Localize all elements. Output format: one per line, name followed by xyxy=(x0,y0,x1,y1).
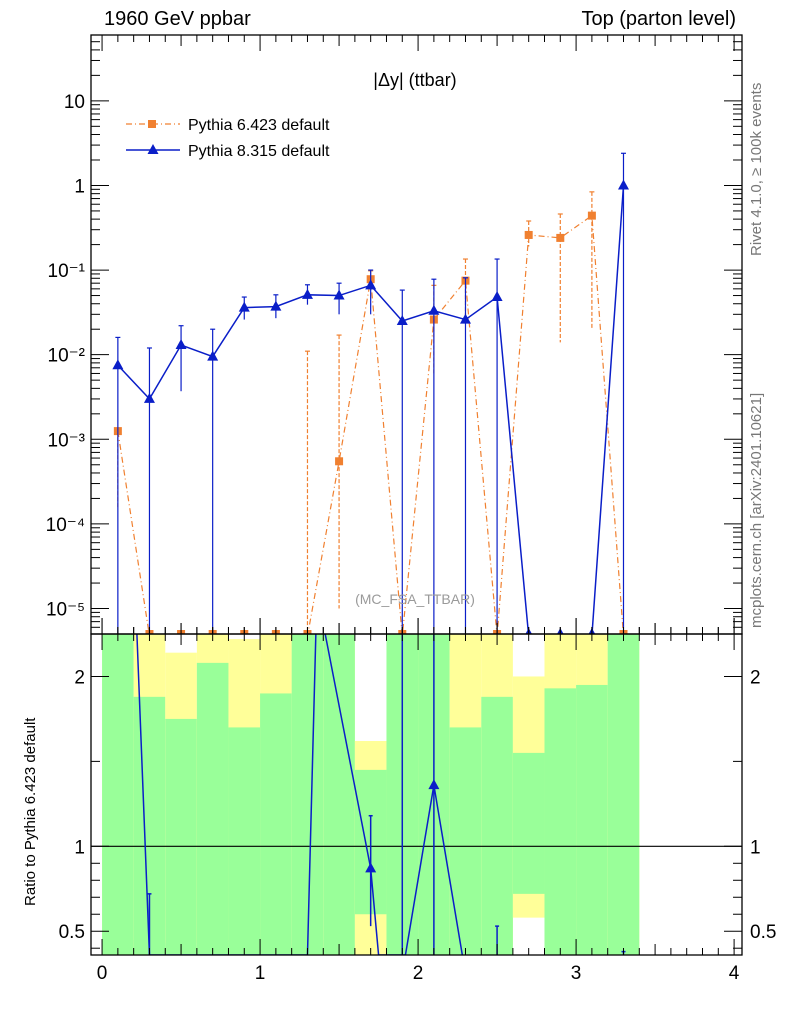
series-p8 xyxy=(112,152,629,634)
ratio-y-tick-label: 2 xyxy=(74,667,85,688)
header-left: 1960 GeV ppbar xyxy=(104,8,251,30)
y-tick-label: 10⁻² xyxy=(48,346,86,367)
main-layer xyxy=(112,152,629,634)
point-p8 xyxy=(175,339,187,350)
ratio-band-green xyxy=(607,634,640,955)
ratio-frame xyxy=(90,633,743,956)
chart-title: |Δy| (ttbar) xyxy=(373,70,456,90)
legend-marker-p8 xyxy=(147,144,159,154)
ratio-y-tick-label-right: 0.5 xyxy=(750,922,776,943)
point-p8 xyxy=(365,279,377,290)
ratio-layer xyxy=(136,634,626,955)
ratio-band-green xyxy=(449,727,482,955)
ratio-band-green xyxy=(544,688,577,955)
legend: Pythia 6.423 default Pythia 8.315 defaul… xyxy=(126,117,330,160)
ratio-band-green xyxy=(260,693,292,955)
point-p8 xyxy=(238,301,250,312)
ratio-band-green xyxy=(102,634,134,955)
ratio-y-tick-label-right: 1 xyxy=(750,837,761,858)
point-p8 xyxy=(459,313,471,324)
legend-marker-p6 xyxy=(148,120,156,128)
ratio-y-tick-label: 0.5 xyxy=(59,922,85,943)
ratio-point-p8 xyxy=(365,862,377,873)
ratio-band-green xyxy=(481,696,513,955)
point-p8 xyxy=(428,304,440,315)
y-tick-label: 10⁻⁴ xyxy=(46,515,85,536)
series-p6 xyxy=(113,191,628,634)
ratio-band-green xyxy=(228,727,261,955)
point-p8 xyxy=(333,289,345,300)
ratio-series-p8 xyxy=(136,634,626,955)
point-p8 xyxy=(396,315,408,326)
x-tick-label: 2 xyxy=(413,963,424,984)
ratio-band-green xyxy=(576,684,608,955)
point-p6 xyxy=(556,233,565,242)
point-p8 xyxy=(491,291,503,302)
ratio-band-green xyxy=(196,662,229,955)
y-tick-label: 10⁻¹ xyxy=(48,261,86,282)
ratio-y-tick-label: 1 xyxy=(74,837,85,858)
ratio-y-tick-label-right: 2 xyxy=(750,667,761,688)
point-p6 xyxy=(335,457,344,466)
y-tick-label: 10⁻⁵ xyxy=(46,600,85,621)
point-p8 xyxy=(112,359,124,370)
tick-labels: 0 1 2 3 4 10 1 10⁻¹ 10⁻² 10⁻³ 10⁻⁴ 10⁻⁵ 2 2 1 1 0.5 0.5 xyxy=(46,92,777,984)
chart-watermark: (MC_FSA_TTBAR) xyxy=(355,591,475,607)
point-p6 xyxy=(587,211,596,220)
line-p8 xyxy=(117,185,625,634)
legend-label-p8: Pythia 8.315 default xyxy=(188,143,330,160)
point-p8 xyxy=(207,350,219,361)
y-tick-label: 1 xyxy=(74,176,85,197)
point-p8 xyxy=(301,288,313,299)
point-p8 xyxy=(617,179,629,190)
x-tick-label: 3 xyxy=(571,963,582,984)
x-tick-label: 0 xyxy=(97,963,108,984)
line-p6 xyxy=(117,214,624,634)
point-p8 xyxy=(143,392,155,403)
ratio-band-green xyxy=(512,752,545,894)
header-right: Top (parton level) xyxy=(581,8,736,30)
frame-layer xyxy=(90,34,743,956)
point-p6 xyxy=(524,230,533,239)
x-tick-label: 4 xyxy=(729,963,740,984)
ratio-band-green xyxy=(323,634,355,955)
y-tick-label: 10 xyxy=(64,92,85,113)
ratio-point-p8 xyxy=(428,779,440,790)
ratio-bands xyxy=(91,634,742,955)
x-tick-label: 1 xyxy=(255,963,266,984)
ratio-band-green xyxy=(291,634,324,955)
ratio-band-green xyxy=(165,718,197,955)
legend-label-p6: Pythia 6.423 default xyxy=(188,117,330,134)
point-p8 xyxy=(270,300,282,311)
y-tick-label: 10⁻³ xyxy=(48,430,86,451)
